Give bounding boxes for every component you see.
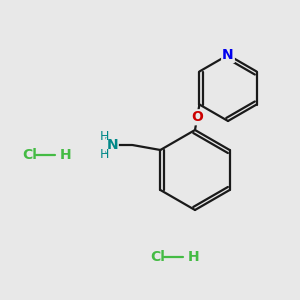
Text: Cl: Cl — [150, 250, 165, 264]
Text: H: H — [188, 250, 200, 264]
Text: H: H — [100, 148, 109, 160]
Text: H: H — [60, 148, 72, 162]
Text: N: N — [222, 48, 234, 62]
Text: Cl: Cl — [22, 148, 37, 162]
Text: H: H — [100, 130, 109, 142]
Text: O: O — [191, 110, 203, 124]
Text: N: N — [106, 138, 118, 152]
